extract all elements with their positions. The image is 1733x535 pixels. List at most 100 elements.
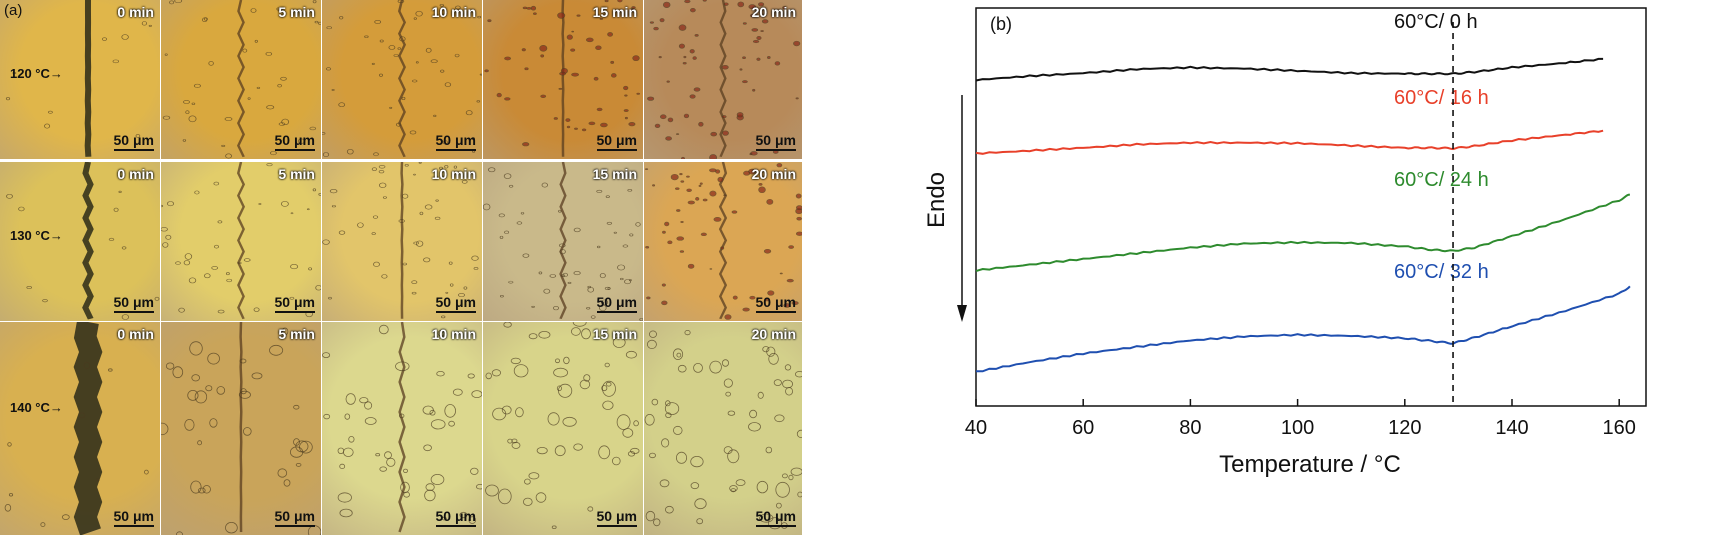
droplet [78,412,86,419]
droplet [144,469,149,475]
droplet [18,206,25,212]
droplet [307,525,321,535]
scale-bar-label: 50 μm [274,508,315,524]
droplet [326,26,332,30]
droplet [344,413,351,420]
droplet [485,484,499,497]
droplet [473,267,479,270]
droplet [599,17,604,20]
micrograph-texture [5,0,152,157]
droplet [445,291,449,294]
droplet [102,37,108,41]
droplet [373,152,379,157]
temperature-label: 120 °C→ [10,66,63,81]
droplet [289,296,295,300]
droplet [524,478,531,485]
droplet [727,410,736,416]
droplet [415,10,423,17]
micrograph-texture [483,162,643,321]
droplet [687,200,695,205]
droplet [479,73,482,76]
scale-bar-line [596,149,637,151]
droplet [761,19,769,24]
droplet [681,156,685,159]
droplet [543,288,551,294]
droplet [599,273,606,279]
droplet [213,181,220,186]
droplet [413,17,417,20]
droplet [507,438,513,444]
droplet [371,167,378,171]
droplet [448,420,455,427]
droplet [339,15,344,20]
droplet [606,221,613,225]
droplet [731,210,738,214]
series-line [975,193,1630,273]
droplet [121,314,130,320]
droplet [599,304,607,312]
droplet [709,360,722,374]
droplet [616,414,631,430]
droplet [61,514,70,520]
droplet [673,425,683,435]
time-label: 5 min [278,326,315,342]
time-label: 0 min [117,166,154,182]
droplet [556,385,562,392]
droplet [400,481,410,494]
droplet [709,190,717,197]
droplet [581,128,587,132]
crack-line [239,322,243,533]
droplet [322,239,330,245]
droplet [430,419,446,430]
droplet [796,216,802,221]
droplet [491,369,501,377]
time-label: 10 min [431,4,476,20]
droplet [581,328,591,340]
droplet [504,97,511,101]
droplet [468,516,477,524]
droplet [752,88,756,92]
droplet [551,525,557,529]
droplet [610,60,615,64]
droplet [522,142,530,147]
droplet [211,266,219,270]
droplet [293,404,300,410]
droplet [536,447,548,455]
droplet [379,73,383,77]
micrograph-texture [644,330,802,530]
droplet [378,165,386,169]
droplet [796,429,802,438]
droplet [444,404,456,418]
droplet [553,117,558,120]
droplet [737,1,745,8]
droplet [630,8,635,11]
series-label: 60°C/ 32 h [1394,261,1489,283]
droplet [572,322,587,327]
scale-bar-label: 50 μm [755,132,796,148]
droplet [444,164,449,169]
droplet [501,405,512,415]
droplet [471,137,476,141]
droplet [415,61,419,64]
droplet [522,6,528,10]
crack-line [236,0,246,158]
droplet [696,518,704,525]
droplet [723,2,729,6]
scale-bar: 50 μm [755,132,796,151]
droplet [437,329,445,337]
droplet [721,359,730,367]
droplet [690,482,700,490]
droplet [454,53,460,58]
droplet [758,2,765,7]
droplet [683,55,687,59]
droplet [562,416,577,427]
scale-bar-label: 50 μm [435,508,476,524]
droplet [524,67,529,71]
droplet [299,440,313,454]
droplet [558,87,563,90]
scale-bar-label: 50 μm [596,132,637,148]
droplet [690,456,704,468]
droplet [281,327,289,336]
droplet [601,385,608,392]
scale-bar-label: 50 μm [435,132,476,148]
